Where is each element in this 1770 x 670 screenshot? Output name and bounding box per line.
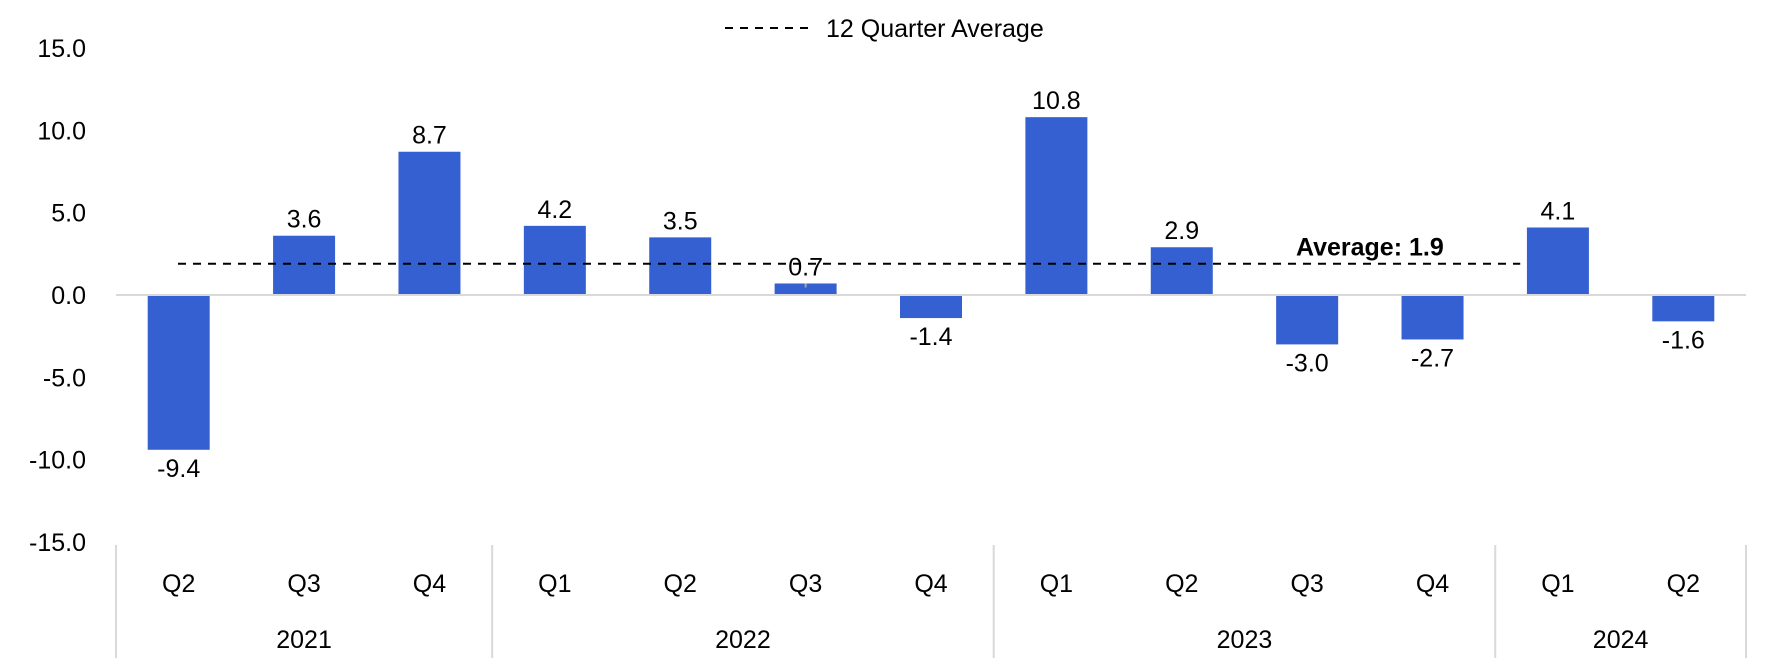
data-label: 3.5 [663,207,698,235]
data-label: -1.4 [909,323,952,351]
x-category-label: Q2 [664,570,697,598]
data-label: 8.7 [412,122,447,150]
bar[interactable] [1652,295,1715,322]
y-tick-label: -5.0 [43,364,86,392]
data-label: -3.0 [1286,349,1329,377]
x-group-label: 2021 [276,626,332,654]
x-category-label: Q3 [287,570,320,598]
x-category-label: Q4 [1416,570,1449,598]
bar[interactable] [1401,295,1464,340]
data-label: 4.2 [537,196,572,224]
bar[interactable] [523,225,586,295]
y-tick-label: 0.0 [51,282,86,310]
bar[interactable] [273,235,336,295]
x-category-label: Q3 [789,570,822,598]
data-label: 10.8 [1032,87,1081,115]
data-label: -9.4 [157,455,200,483]
bar[interactable] [649,237,712,295]
data-label: -1.6 [1662,326,1705,354]
x-group-label: 2022 [715,626,771,654]
x-category-label: Q4 [914,570,947,598]
x-category-label: Q4 [413,570,446,598]
y-tick-label: 10.0 [37,117,86,145]
x-group-label: 2024 [1593,626,1649,654]
bar[interactable] [1276,295,1339,345]
data-label: -2.7 [1411,344,1454,372]
y-tick-label: 15.0 [37,35,86,63]
y-tick-label: -10.0 [29,447,86,475]
x-category-label: Q2 [1165,570,1198,598]
bar[interactable] [774,283,837,295]
x-category-label: Q1 [538,570,571,598]
y-tick-label: -15.0 [29,529,86,557]
bar[interactable] [1526,227,1589,295]
data-label: 2.9 [1164,217,1199,245]
x-category-label: Q1 [1541,570,1574,598]
bar[interactable] [1150,247,1213,295]
bar[interactable] [147,295,210,450]
legend-average-label: 12 Quarter Average [826,15,1044,43]
bar[interactable] [900,295,962,319]
x-category-label: Q2 [162,570,195,598]
data-label: 3.6 [287,206,322,234]
x-category-label: Q2 [1667,570,1700,598]
data-label: 0.7 [788,253,823,281]
bar[interactable] [398,151,461,295]
x-category-label: Q1 [1040,570,1073,598]
x-category-label: Q3 [1290,570,1323,598]
x-group-label: 2023 [1217,626,1273,654]
y-tick-label: 5.0 [51,200,86,228]
bar[interactable] [1025,117,1088,295]
data-label: 4.1 [1541,197,1576,225]
average-annotation: Average: 1.9 [1296,234,1444,262]
